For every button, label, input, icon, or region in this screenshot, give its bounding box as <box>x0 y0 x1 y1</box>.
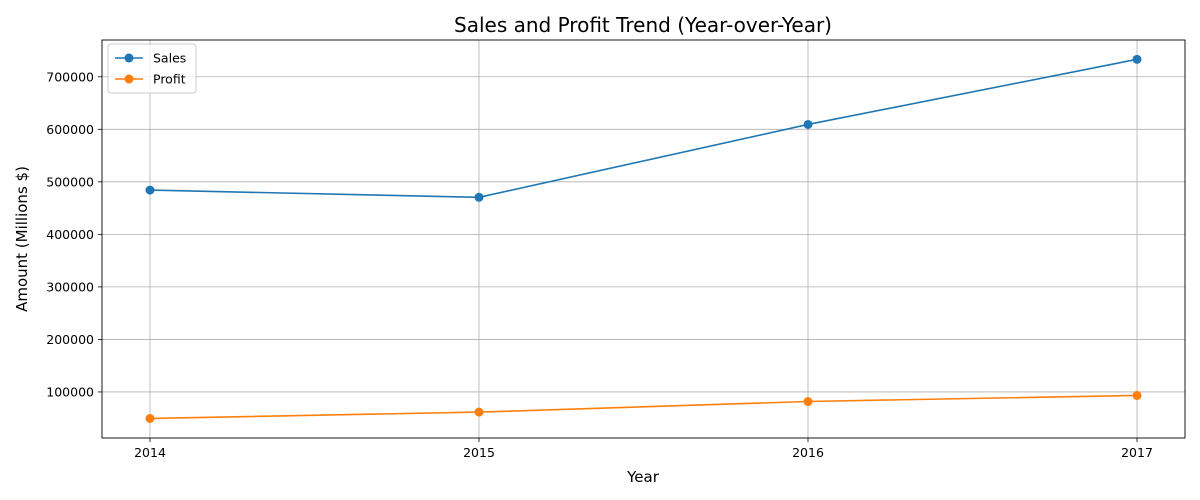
series-layer <box>145 54 1142 423</box>
plot-frame <box>101 39 1186 439</box>
profit-line <box>149 394 1138 420</box>
sales-point <box>803 119 813 129</box>
y-tick-label: 600000 <box>46 122 94 137</box>
x-tick-label: 2016 <box>792 445 824 460</box>
y-tick-label: 500000 <box>46 174 94 189</box>
y-tick-label: 700000 <box>46 69 94 84</box>
sales-point <box>474 192 484 202</box>
y-tick-label: 100000 <box>46 384 94 399</box>
sales-point <box>145 185 155 195</box>
profit-point <box>803 397 813 407</box>
legend-label-sales: Sales <box>153 51 186 66</box>
grid-layer <box>102 40 1185 438</box>
x-axis-title: Year <box>626 468 660 486</box>
legend: Sales Profit <box>107 43 197 94</box>
sales-series <box>145 54 1142 202</box>
y-tick-label: 200000 <box>46 332 94 347</box>
x-tick-label: 2017 <box>1121 445 1153 460</box>
profit-point <box>474 407 484 417</box>
profit-series <box>145 390 1142 423</box>
legend-item-profit: Profit <box>115 72 186 87</box>
axis-layer: 2014 2015 2016 2017 100000 200000 300000 400000… <box>46 69 1153 460</box>
profit-point <box>145 413 155 423</box>
legend-marker-profit <box>124 74 134 84</box>
x-tick-label: 2015 <box>463 445 495 460</box>
y-tick-label: 400000 <box>46 227 94 242</box>
y-tick-label: 300000 <box>46 279 94 294</box>
x-tick-label: 2014 <box>134 445 166 460</box>
legend-marker-sales <box>124 53 134 63</box>
sales-point <box>1132 54 1142 64</box>
legend-label-profit: Profit <box>153 72 186 87</box>
chart-title: Sales and Profit Trend (Year-over-Year) <box>454 13 832 37</box>
sales-line <box>149 58 1138 199</box>
y-axis-title: Amount (Millions $) <box>13 166 31 312</box>
legend-item-sales: Sales <box>115 51 186 66</box>
profit-point <box>1132 390 1142 400</box>
legend-entries: Sales Profit <box>115 51 186 87</box>
